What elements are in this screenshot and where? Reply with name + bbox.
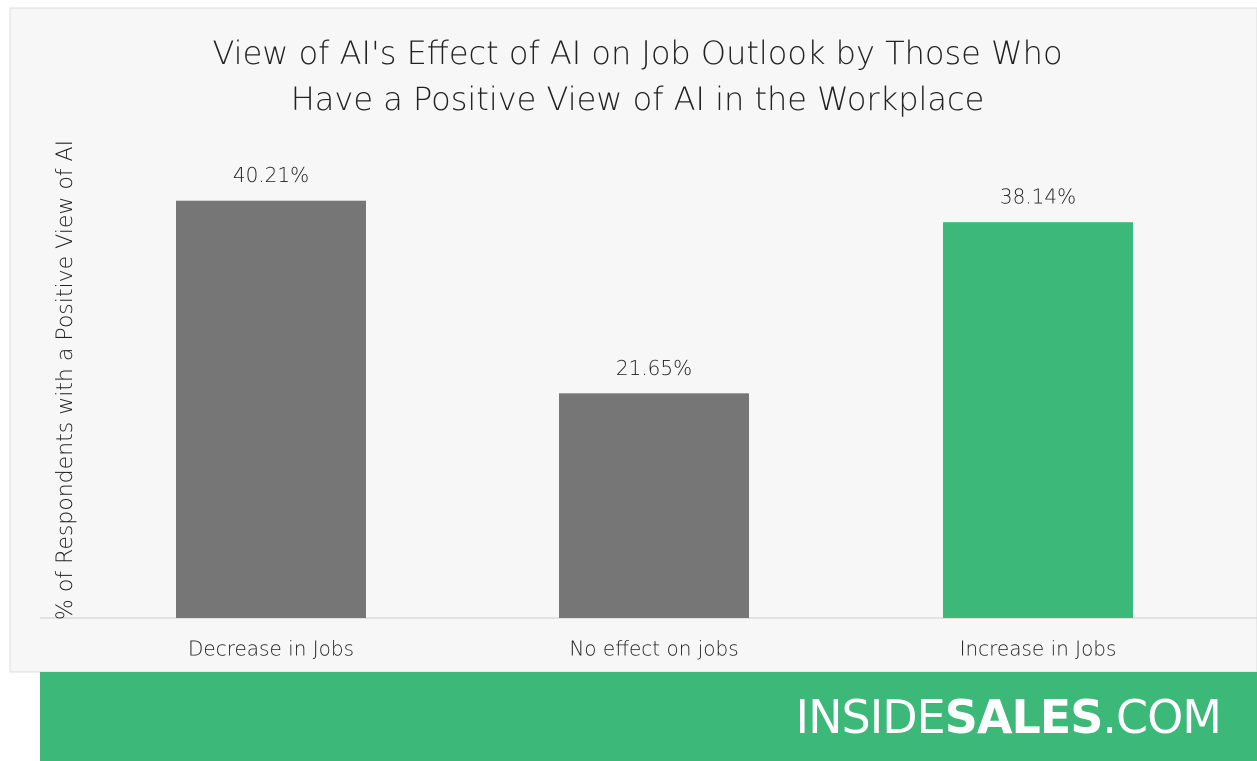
y-axis-label: % of Respondents with a Positive View of… — [53, 140, 78, 620]
bar — [943, 222, 1133, 618]
brand-part: INSIDE — [795, 690, 946, 744]
brand-part: SALES — [944, 690, 1104, 744]
value-label: 38.14% — [1000, 185, 1076, 209]
bar — [176, 200, 366, 619]
bar — [559, 393, 749, 618]
chart-title: View of AI's Effect of AI on Job Outlook… — [212, 34, 1063, 118]
footer: INSIDESALES.COM — [40, 672, 1257, 761]
brand: INSIDESALES.COM — [795, 690, 1222, 744]
x-tick-label: No effect on jobs — [569, 637, 738, 661]
brand-part: .COM — [1102, 690, 1222, 744]
value-label: 21.65% — [616, 356, 692, 380]
value-label: 40.21% — [233, 163, 309, 187]
x-tick-label: Increase in Jobs — [960, 637, 1117, 661]
x-tick-label: Decrease in Jobs — [188, 637, 354, 661]
